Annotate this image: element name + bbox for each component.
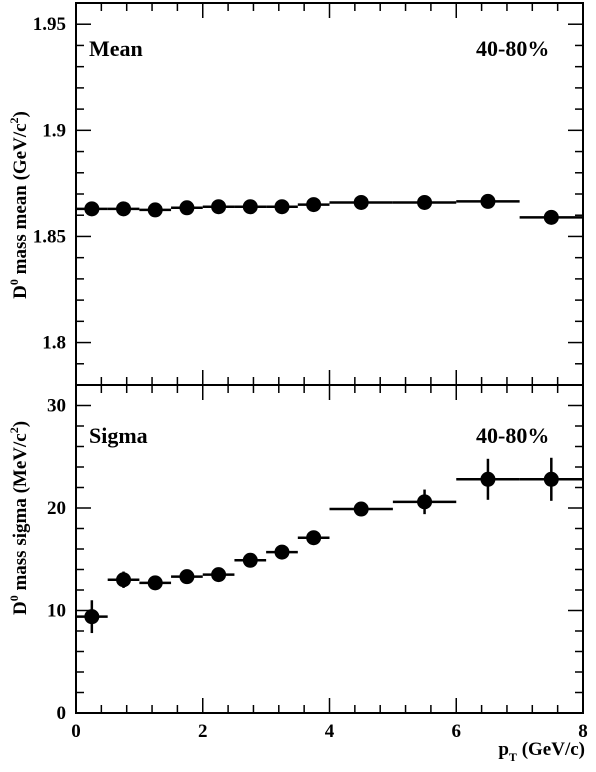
mean-tick-labels: 1.8 1.85 1.9 1.95 <box>33 14 66 353</box>
sigma-panel: 0 10 20 30 0 2 4 6 8 Sigma 40-80% D0 mass sigma … <box>7 384 588 764</box>
sigma-data-point <box>84 609 100 625</box>
mean-y-tick-label: 1.95 <box>33 14 66 35</box>
sigma-x-tick-label: 6 <box>452 721 462 742</box>
mean-y-tick-label: 1.8 <box>42 333 66 354</box>
sigma-x-tick-label: 0 <box>71 721 81 742</box>
sigma-y-tick-label: 0 <box>57 703 67 724</box>
mean-data-point <box>417 194 433 210</box>
mean-data-point <box>274 199 290 215</box>
sigma-x-tick-label: 8 <box>578 721 588 742</box>
sigma-x-tick-label: 4 <box>325 721 335 742</box>
mean-data-point <box>353 194 369 210</box>
mean-y-axis-title: D0 mass mean (GeV/c2) <box>7 111 31 299</box>
sigma-tick-labels: 0 10 20 30 0 2 4 6 8 <box>47 396 588 743</box>
sigma-data-point <box>242 552 258 568</box>
mean-y-tick-label: 1.9 <box>42 120 66 141</box>
mean-centrality-label: 40-80% <box>476 36 549 61</box>
mean-data-points <box>76 193 583 225</box>
mean-panel: 1.8 1.85 1.9 1.95 Mean 40-80% D0 mass mean … <box>7 2 584 386</box>
mean-data-point <box>116 201 132 217</box>
sigma-data-point <box>306 530 322 546</box>
sigma-data-points <box>76 457 583 634</box>
sigma-ticks <box>75 384 584 714</box>
mean-data-point <box>543 209 559 225</box>
sigma-data-point <box>179 569 195 585</box>
sigma-y-tick-label: 30 <box>47 396 66 417</box>
mean-data-point <box>147 202 163 218</box>
sigma-data-point <box>211 567 227 583</box>
mean-y-tick-label: 1.85 <box>33 226 66 247</box>
x-axis-title: pT (GeV/c) <box>498 739 585 764</box>
mean-data-point <box>242 199 258 215</box>
sigma-data-point <box>543 471 559 487</box>
sigma-y-tick-label: 20 <box>47 498 66 519</box>
sigma-y-tick-label: 10 <box>47 601 66 622</box>
sigma-centrality-label: 40-80% <box>476 423 549 448</box>
mean-data-point <box>179 200 195 216</box>
sigma-x-tick-label: 2 <box>198 721 208 742</box>
mean-data-point <box>306 197 322 213</box>
sigma-data-point <box>274 544 290 560</box>
sigma-data-point <box>417 494 433 510</box>
sigma-data-point <box>353 501 369 517</box>
mean-data-point <box>84 201 100 217</box>
mean-data-point <box>480 193 496 209</box>
mean-data-point <box>211 199 227 215</box>
mean-panel-label: Mean <box>89 36 143 61</box>
sigma-y-axis-title: D0 mass sigma (MeV/c2) <box>7 421 31 615</box>
sigma-data-point <box>480 471 496 487</box>
sigma-panel-label: Sigma <box>89 423 148 448</box>
sigma-data-point <box>116 572 132 588</box>
sigma-data-point <box>147 575 163 591</box>
